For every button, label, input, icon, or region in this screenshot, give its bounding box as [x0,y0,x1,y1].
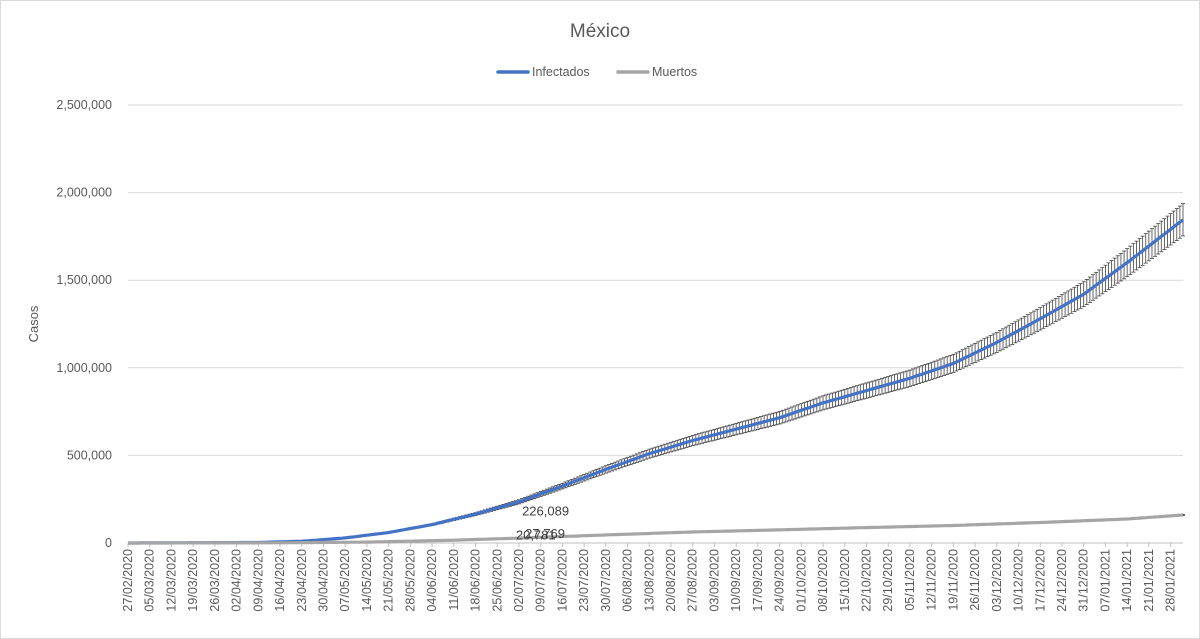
x-tick-label: 24/12/2020 [1055,549,1069,612]
x-tick-label: 17/12/2020 [1033,549,1047,612]
legend-label-infectados: Infectados [532,65,590,79]
x-tick-label: 22/10/2020 [860,549,874,612]
x-tick-label: 30/07/2020 [599,549,613,612]
data-label: 20,781 [516,527,556,542]
x-tick-label: 16/04/2020 [273,549,287,612]
legend: Infectados Muertos [496,65,697,79]
x-tick-label: 23/07/2020 [577,549,591,612]
x-tick-label: 26/03/2020 [208,549,222,612]
x-tick-label: 05/11/2020 [903,549,917,611]
x-tick-label: 25/06/2020 [490,549,504,612]
series-line-infectados [128,218,1184,545]
x-tick-label: 02/04/2020 [230,549,244,612]
x-tick-label: 27/02/2020 [121,549,135,612]
y-tick-label: 2,000,000 [56,186,112,200]
x-tick-label: 16/07/2020 [555,549,569,612]
x-tick-label: 05/03/2020 [143,549,157,612]
x-tick-label: 03/09/2020 [707,549,721,612]
y-tick-label: 0 [105,536,112,550]
x-tick-label: 21/05/2020 [382,549,396,612]
x-tick-label: 14/01/2021 [1120,549,1134,612]
x-tick-label: 12/11/2020 [925,549,939,611]
x-tick-label: 03/12/2020 [990,549,1004,612]
x-tick-label: 24/09/2020 [773,549,787,612]
x-tick-label: 07/05/2020 [338,549,352,612]
x-tick-label: 21/01/2021 [1142,549,1156,612]
x-tick-label: 10/09/2020 [729,549,743,612]
y-tick-label: 1,000,000 [56,361,112,375]
x-tick-label: 17/09/2020 [751,549,765,612]
x-axis-ticks: 27/02/2020 05/03/2020 12/03/2020 19/03/2020… [121,543,1178,612]
x-tick-label: 29/10/2020 [881,549,895,612]
x-tick-label: 08/10/2020 [816,549,830,612]
x-tick-label: 12/03/2020 [164,549,178,612]
x-tick-label: 10/12/2020 [1012,549,1026,612]
x-tick-label: 04/06/2020 [425,549,439,612]
y-tick-label: 500,000 [67,448,112,462]
x-tick-label: 14/05/2020 [360,549,374,612]
x-tick-label: 09/07/2020 [534,549,548,612]
x-tick-label: 28/01/2021 [1164,549,1178,612]
x-tick-label: 19/03/2020 [186,549,200,612]
x-tick-label: 11/06/2020 [447,549,461,611]
x-tick-label: 07/01/2021 [1098,549,1112,612]
x-tick-label: 19/11/2020 [946,549,960,611]
x-tick-label: 13/08/2020 [642,549,656,612]
y-axis-ticks: 0 500,000 1,000,000 1,500,000 2,000,000 2,500… [56,98,112,550]
data-label: 226,089 [522,503,569,518]
x-tick-label: 06/08/2020 [621,549,635,612]
y-axis-label: Casos [26,305,41,342]
x-tick-label: 18/06/2020 [469,549,483,612]
x-tick-label: 15/10/2020 [838,549,852,612]
x-tick-label: 28/05/2020 [403,549,417,612]
x-tick-label: 26/11/2020 [968,549,982,611]
x-tick-label: 01/10/2020 [794,549,808,612]
data-label: 27,769 [525,526,565,541]
x-tick-label: 09/04/2020 [251,549,265,612]
x-tick-label: 30/04/2020 [316,549,330,612]
chart-title: México [570,21,630,42]
x-tick-label: 27/08/2020 [686,549,700,612]
x-tick-label: 23/04/2020 [295,549,309,612]
x-tick-label: 02/07/2020 [512,549,526,612]
legend-label-muertos: Muertos [652,65,697,79]
y-tick-label: 2,500,000 [56,98,112,112]
x-tick-label: 31/12/2020 [1077,549,1091,612]
x-tick-label: 20/08/2020 [664,549,678,612]
series-lines [128,218,1184,545]
error-bars [169,203,1185,544]
y-tick-label: 1,500,000 [56,273,112,287]
series-line-muertos [128,513,1184,545]
